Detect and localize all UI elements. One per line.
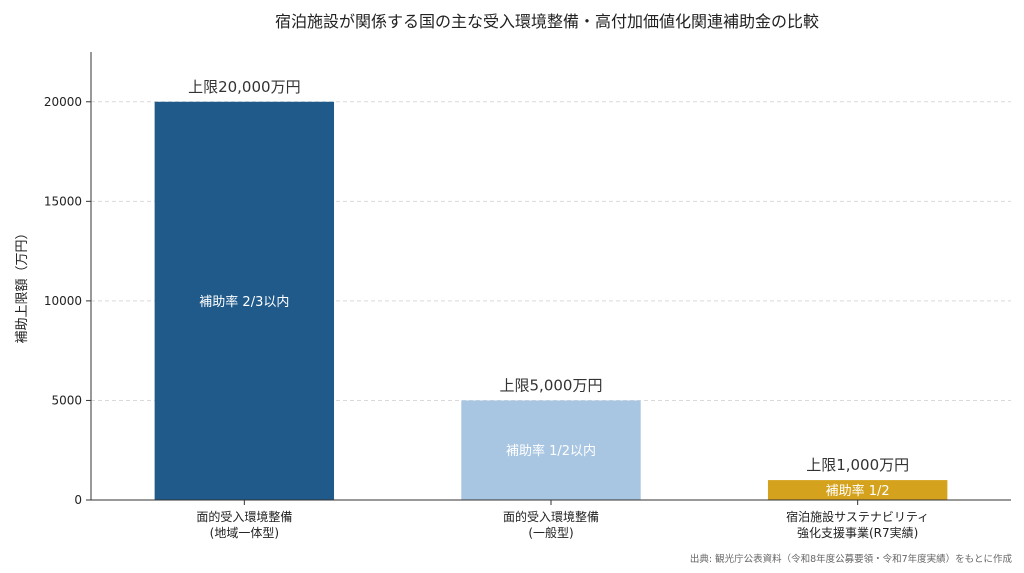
y-tick-label: 10000 bbox=[44, 294, 82, 308]
x-category-label-line: 宿泊施設サステナビリティ bbox=[786, 509, 929, 524]
bar bbox=[154, 101, 335, 501]
x-category-label-line: 強化支援事業(R7実績) bbox=[797, 525, 918, 540]
x-category-label-line: (地域一体型) bbox=[210, 526, 279, 540]
x-category-label: 面的受入環境整備(一般型) bbox=[503, 509, 599, 540]
y-tick-label: 0 bbox=[74, 493, 82, 507]
y-tick-label: 15000 bbox=[44, 194, 82, 208]
y-axis-label: 補助上限額（万円） bbox=[15, 226, 30, 343]
bar-cap-label: 上限5,000万円 bbox=[500, 376, 603, 394]
axes-layer bbox=[86, 52, 1011, 505]
x-category-label-line: 面的受入環境整備 bbox=[503, 509, 599, 524]
x-category-label: 宿泊施設サステナビリティ強化支援事業(R7実績) bbox=[786, 509, 929, 540]
bars-layer bbox=[154, 101, 948, 501]
x-category-label: 面的受入環境整備 (地域一体型) bbox=[196, 509, 292, 540]
y-tick-label: 5000 bbox=[51, 393, 82, 407]
grid-layer bbox=[91, 101, 1011, 401]
bar bbox=[461, 400, 641, 500]
bar-cap-label: 上限1,000万円 bbox=[806, 456, 909, 474]
bar-rate-label: 補助率 2/3以内 bbox=[199, 294, 289, 310]
source-note: 出典: 観光庁公表資料（令和8年度公募要領・令和7年度実績）をもとに作成 bbox=[690, 553, 1013, 565]
chart-title: 宿泊施設が関係する国の主な受入環境整備・高付加価値化関連補助金の比較 bbox=[275, 12, 819, 31]
bar-cap-label: 上限20,000万円 bbox=[188, 78, 301, 96]
bar-rate-label: 補助率 1/2以内 bbox=[506, 443, 596, 459]
labels-layer: 0 5000 10000 15000 20000 面的受入環境整備 (地域一体型) 上限20,… bbox=[44, 78, 929, 540]
bar-rate-label: 補助率 1/2 bbox=[826, 483, 890, 499]
bar bbox=[767, 480, 948, 500]
y-tick-label: 20000 bbox=[44, 95, 82, 109]
x-category-label-line: (一般型) bbox=[528, 525, 573, 540]
x-category-label-line: 面的受入環境整備 bbox=[196, 509, 292, 524]
